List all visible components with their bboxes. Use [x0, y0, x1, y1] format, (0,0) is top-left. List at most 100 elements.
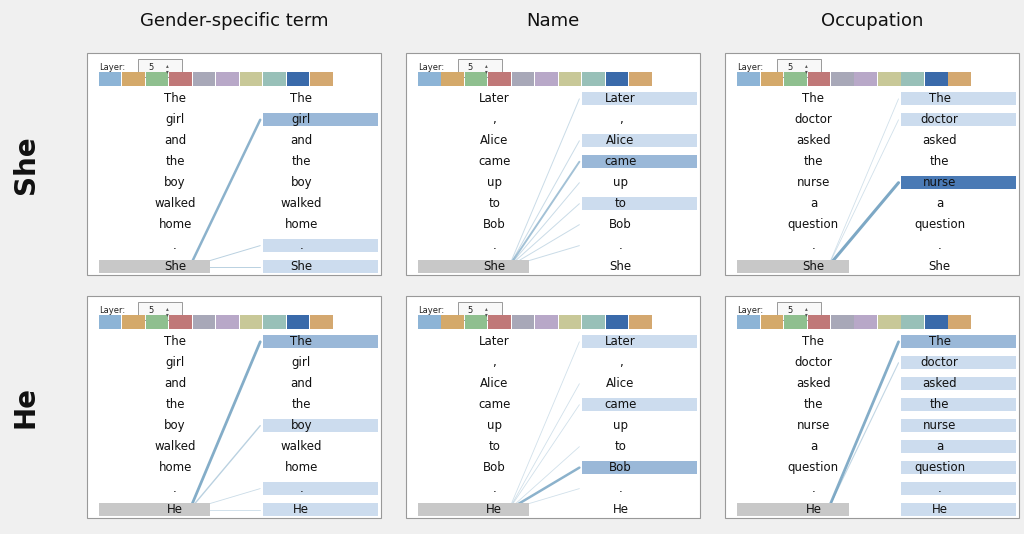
Text: a: a — [936, 440, 943, 453]
Text: She: She — [483, 260, 505, 273]
Bar — [901, 440, 1016, 453]
Text: She: She — [11, 135, 40, 193]
Bar — [831, 315, 854, 328]
Text: and: and — [290, 134, 312, 147]
Bar — [583, 72, 605, 85]
Bar — [630, 315, 652, 328]
Bar — [536, 72, 558, 85]
Text: Later: Later — [479, 335, 510, 348]
Text: He: He — [167, 503, 183, 516]
Bar — [310, 315, 333, 328]
Text: to: to — [614, 197, 627, 210]
FancyBboxPatch shape — [458, 59, 502, 77]
Bar — [169, 315, 191, 328]
Text: .: . — [812, 482, 815, 495]
Text: doctor: doctor — [795, 113, 833, 127]
Text: .: . — [938, 239, 941, 252]
Text: doctor: doctor — [921, 356, 958, 370]
Text: .: . — [618, 482, 623, 495]
Text: up: up — [486, 176, 502, 189]
Bar — [465, 315, 487, 328]
Bar — [925, 72, 947, 85]
Text: 5: 5 — [468, 307, 473, 315]
Text: ▾: ▾ — [166, 312, 169, 317]
Bar — [737, 260, 849, 273]
Bar — [583, 92, 696, 106]
Bar — [98, 72, 122, 85]
Text: ▾: ▾ — [805, 312, 807, 317]
Bar — [784, 72, 807, 85]
Text: asked: asked — [796, 377, 830, 390]
Text: The: The — [803, 335, 824, 348]
Bar — [169, 72, 191, 85]
Bar — [488, 72, 511, 85]
Text: The: The — [164, 335, 186, 348]
Bar — [145, 72, 168, 85]
Bar — [948, 315, 971, 328]
Text: to: to — [614, 440, 627, 453]
Text: .: . — [493, 482, 496, 495]
Bar — [240, 315, 262, 328]
Text: the: the — [804, 155, 823, 168]
Text: nurse: nurse — [797, 419, 830, 432]
Text: girl: girl — [166, 113, 184, 127]
Text: boy: boy — [291, 176, 312, 189]
Bar — [878, 315, 900, 328]
Text: to: to — [488, 440, 500, 453]
Text: boy: boy — [291, 419, 312, 432]
Text: and: and — [164, 377, 186, 390]
Bar — [854, 315, 878, 328]
Text: Bob: Bob — [609, 461, 632, 474]
Bar — [441, 315, 464, 328]
Bar — [901, 377, 1016, 390]
Text: ,: , — [618, 356, 623, 370]
Bar — [808, 72, 830, 85]
Bar — [737, 72, 760, 85]
Text: ▴: ▴ — [485, 62, 488, 68]
Text: to: to — [488, 197, 500, 210]
Text: walked: walked — [281, 440, 323, 453]
Text: Layer:: Layer: — [418, 64, 444, 72]
Text: the: the — [292, 155, 311, 168]
Bar — [536, 315, 558, 328]
Text: walked: walked — [281, 197, 323, 210]
Text: He: He — [293, 503, 309, 516]
Bar — [606, 72, 629, 85]
Bar — [193, 72, 215, 85]
Text: Alice: Alice — [480, 377, 509, 390]
Text: .: . — [299, 482, 303, 495]
Bar — [441, 72, 464, 85]
Text: up: up — [613, 176, 628, 189]
FancyBboxPatch shape — [777, 302, 821, 320]
Text: nurse: nurse — [923, 176, 956, 189]
Text: Layer:: Layer: — [418, 307, 444, 315]
Text: home: home — [285, 218, 318, 231]
Text: ,: , — [618, 113, 623, 127]
Bar — [583, 461, 696, 474]
Bar — [263, 239, 378, 252]
Bar — [418, 260, 529, 273]
Text: asked: asked — [923, 134, 957, 147]
Text: asked: asked — [796, 134, 830, 147]
Text: a: a — [810, 197, 817, 210]
Text: Bob: Bob — [483, 218, 506, 231]
Bar — [263, 260, 378, 273]
Bar — [901, 72, 924, 85]
Bar — [761, 315, 783, 328]
Text: He: He — [11, 386, 40, 428]
Bar — [263, 482, 378, 495]
Bar — [583, 335, 696, 349]
Bar — [98, 315, 122, 328]
Text: up: up — [613, 419, 628, 432]
Bar — [854, 72, 878, 85]
Text: Later: Later — [605, 335, 636, 348]
Bar — [901, 503, 1016, 516]
Text: ▴: ▴ — [166, 305, 169, 311]
Text: came: came — [478, 155, 510, 168]
Bar — [512, 315, 535, 328]
Text: ▾: ▾ — [485, 312, 488, 317]
Bar — [418, 503, 529, 516]
Bar — [240, 72, 262, 85]
Bar — [948, 72, 971, 85]
Bar — [263, 335, 378, 349]
